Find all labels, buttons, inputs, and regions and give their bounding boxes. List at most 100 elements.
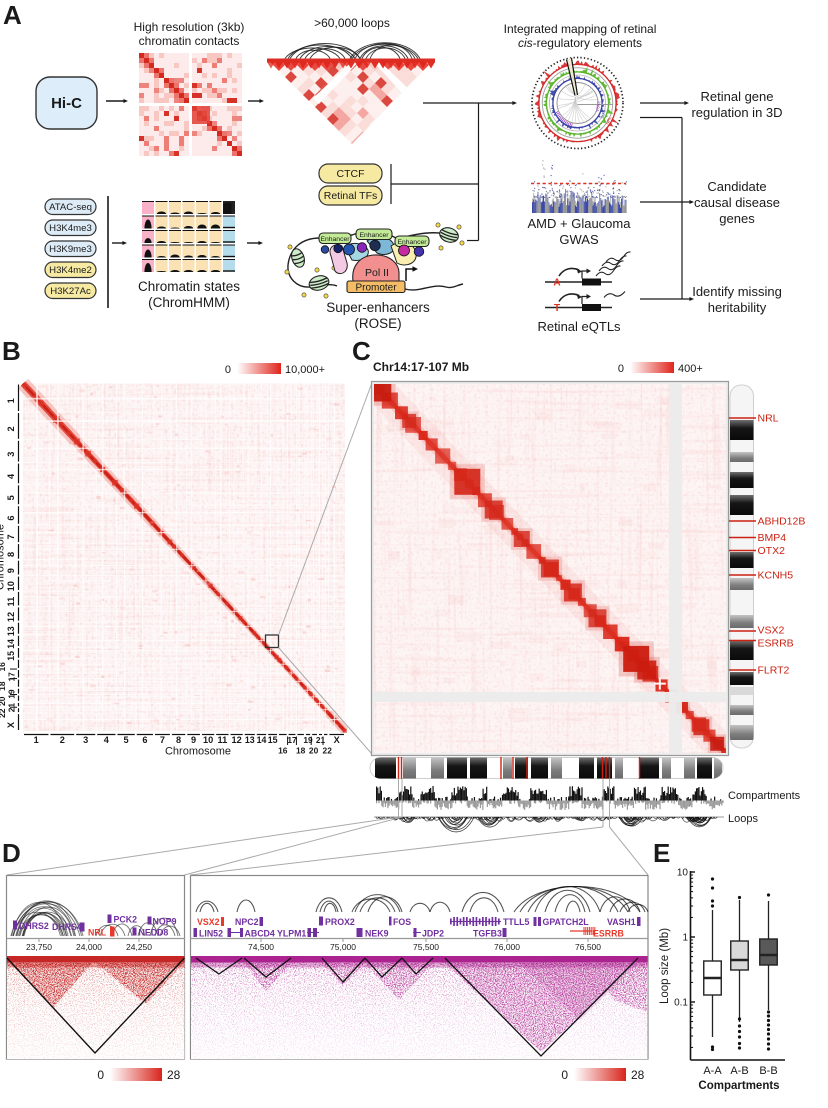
svg-text:X: X [6, 721, 16, 728]
svg-text:Promoter: Promoter [355, 283, 397, 294]
svg-text:Retinal gene: Retinal gene [701, 89, 774, 104]
svg-text:chromatin contacts: chromatin contacts [139, 34, 240, 48]
svg-text:High resolution (3kb): High resolution (3kb) [134, 20, 245, 34]
svg-text:7: 7 [160, 735, 165, 745]
svg-text:Hi-C: Hi-C [51, 95, 82, 112]
svg-text:A-B: A-B [730, 1065, 748, 1077]
svg-text:Enhancer: Enhancer [359, 232, 389, 239]
svg-text:0: 0 [97, 1068, 104, 1082]
svg-text:regulation in 3D: regulation in 3D [691, 105, 782, 120]
svg-text:ATAC-seq: ATAC-seq [49, 202, 92, 213]
svg-text:75,000: 75,000 [330, 942, 356, 952]
svg-text:Retinal TFs: Retinal TFs [324, 190, 378, 202]
svg-text:3: 3 [83, 735, 88, 745]
svg-text:heritability: heritability [708, 300, 767, 315]
svg-text:VASH1: VASH1 [607, 917, 636, 927]
svg-text:NPC2: NPC2 [235, 917, 259, 927]
svg-text:3: 3 [6, 452, 16, 457]
svg-text:(ROSE): (ROSE) [354, 316, 401, 331]
svg-text:0.1: 0.1 [674, 998, 688, 1009]
svg-text:10: 10 [203, 735, 213, 745]
svg-text:1: 1 [682, 933, 688, 944]
svg-text:GPATCH2L: GPATCH2L [543, 917, 590, 927]
svg-text:11: 11 [218, 735, 228, 745]
svg-text:B-B: B-B [759, 1065, 777, 1077]
svg-text:CTCF: CTCF [337, 168, 365, 180]
svg-text:SIX6: SIX6 [600, 109, 607, 120]
svg-text:10: 10 [6, 581, 16, 591]
svg-text:17: 17 [6, 672, 16, 682]
svg-text:0: 0 [561, 1068, 568, 1082]
svg-text:NRL: NRL [758, 413, 779, 425]
svg-text:20: 20 [0, 696, 7, 706]
svg-text:PCK2: PCK2 [114, 915, 138, 925]
svg-text:10,000+: 10,000+ [285, 364, 325, 376]
svg-text:4: 4 [6, 473, 16, 479]
svg-text:NRL: NRL [605, 115, 613, 125]
svg-text:400+: 400+ [678, 363, 703, 375]
svg-text:75,500: 75,500 [413, 942, 439, 952]
svg-text:74,500: 74,500 [248, 942, 274, 952]
svg-text:Chromosome: Chromosome [0, 524, 7, 590]
svg-text:FOS: FOS [393, 917, 411, 927]
svg-text:13: 13 [245, 735, 255, 745]
svg-text:28: 28 [167, 1068, 181, 1082]
svg-text:cis-regulatory elements: cis-regulatory elements [518, 36, 642, 50]
svg-text:Identify missing: Identify missing [692, 284, 782, 299]
svg-text:genes: genes [719, 211, 755, 226]
svg-text:Candidate: Candidate [707, 179, 766, 194]
svg-text:9: 9 [191, 735, 196, 745]
svg-text:VSX2: VSX2 [758, 625, 785, 637]
svg-text:5: 5 [6, 495, 16, 500]
svg-text:12: 12 [6, 612, 16, 622]
svg-text:24,250: 24,250 [126, 942, 152, 952]
svg-text:2: 2 [6, 426, 16, 431]
svg-text:2: 2 [60, 735, 65, 745]
svg-text:5: 5 [124, 735, 129, 745]
svg-text:OTX2: OTX2 [758, 545, 786, 557]
svg-text:DHRS4: DHRS4 [52, 922, 82, 932]
svg-text:VSX2: VSX2 [595, 100, 602, 112]
svg-text:TGFB3: TGFB3 [473, 929, 502, 939]
svg-text:Loops: Loops [728, 813, 758, 825]
svg-text:1: 1 [34, 735, 39, 745]
svg-text:ESRRB: ESRRB [758, 638, 794, 650]
svg-text:18: 18 [0, 681, 7, 691]
svg-text:LIN52: LIN52 [199, 929, 223, 939]
svg-text:NEDD8: NEDD8 [139, 928, 169, 938]
svg-text:DHRS2: DHRS2 [19, 921, 49, 931]
svg-text:H3K27Ac: H3K27Ac [50, 286, 91, 297]
svg-text:KCNH5: KCNH5 [758, 570, 794, 582]
svg-text:>60,000 loops: >60,000 loops [314, 16, 390, 30]
svg-text:14: 14 [6, 639, 16, 649]
svg-text:AMD + Glaucoma: AMD + Glaucoma [528, 216, 632, 231]
svg-text:GWAS: GWAS [559, 232, 599, 247]
svg-text:FLRT2: FLRT2 [758, 665, 790, 677]
svg-text:15: 15 [268, 735, 278, 745]
svg-text:7: 7 [6, 534, 16, 539]
svg-text:C: C [352, 336, 371, 366]
svg-text:D: D [2, 838, 21, 868]
svg-text:JDP2: JDP2 [422, 929, 444, 939]
svg-text:14: 14 [257, 735, 267, 745]
svg-text:24,000: 24,000 [76, 942, 102, 952]
svg-text:8: 8 [6, 552, 16, 557]
svg-text:A-A: A-A [703, 1065, 722, 1077]
svg-text:22: 22 [0, 708, 7, 718]
svg-text:0: 0 [618, 363, 624, 375]
svg-text:12: 12 [232, 735, 242, 745]
svg-text:Pol II: Pol II [365, 267, 389, 279]
svg-text:15: 15 [6, 651, 16, 661]
svg-text:16: 16 [0, 662, 7, 672]
svg-text:ABHD12B: ABHD12B [758, 516, 806, 528]
svg-text:VSX2: VSX2 [197, 917, 220, 927]
svg-text:20: 20 [309, 746, 319, 756]
svg-text:NEK9: NEK9 [365, 929, 389, 939]
svg-text:H3K4me3: H3K4me3 [49, 223, 92, 234]
svg-text:13: 13 [6, 626, 16, 636]
svg-text:A: A [3, 0, 22, 30]
svg-text:6: 6 [142, 735, 147, 745]
svg-text:YLPM1: YLPM1 [277, 929, 306, 939]
svg-text:76,000: 76,000 [494, 942, 520, 952]
svg-text:Compartments: Compartments [698, 1080, 779, 1092]
